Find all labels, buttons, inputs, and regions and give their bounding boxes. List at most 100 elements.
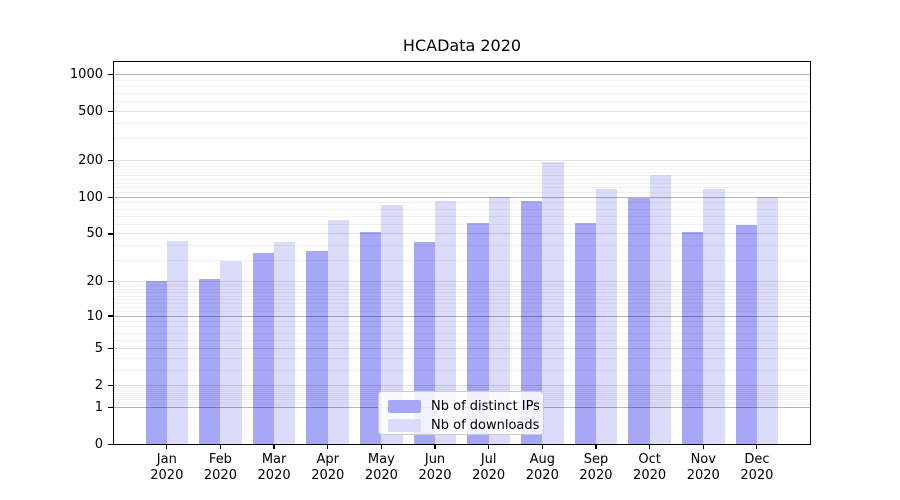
- bar-downloads: [220, 260, 242, 445]
- minor-gridline: [114, 357, 810, 359]
- x-tick-month: Nov: [690, 451, 716, 467]
- x-tick-mark: [219, 444, 222, 449]
- x-tick-year: 2020: [364, 467, 398, 483]
- minor-gridline: [114, 298, 810, 300]
- major-gridline: [114, 315, 810, 317]
- plot-frame: [113, 61, 811, 445]
- major-gridline: [114, 111, 810, 113]
- x-tick-mark: [166, 444, 168, 449]
- x-tick-month: Jan: [156, 451, 177, 467]
- y-tick-mark: [108, 110, 113, 113]
- y-tick-label: 2: [94, 378, 103, 394]
- x-tick-month: Jun: [424, 451, 446, 467]
- x-tick-month: Mar: [261, 451, 287, 467]
- minor-gridline: [114, 386, 810, 388]
- x-tick-label: Apr 2020: [298, 452, 358, 484]
- y-tick-mark: [108, 347, 113, 350]
- y-tick-label: 1: [94, 399, 103, 415]
- x-tick-year: 2020: [418, 467, 452, 483]
- legend-item: Nb of downloads: [388, 418, 539, 433]
- minor-gridline: [114, 79, 810, 81]
- major-gridline: [114, 233, 810, 235]
- minor-gridline: [114, 178, 810, 180]
- x-tick-year: 2020: [257, 467, 291, 483]
- x-tick-mark: [595, 444, 597, 449]
- x-tick-label: Oct 2020: [620, 452, 680, 484]
- x-tick-label: Jan 2020: [137, 452, 197, 484]
- minor-gridline: [114, 260, 810, 262]
- y-tick-mark: [108, 159, 113, 162]
- x-tick-year: 2020: [472, 467, 506, 483]
- y-tick-label: 50: [86, 226, 103, 242]
- legend-label: Nb of distinct IPs: [431, 399, 540, 414]
- minor-gridline: [114, 369, 810, 371]
- legend-swatch-distinct-ips: [388, 400, 421, 413]
- x-tick-year: 2020: [579, 467, 613, 483]
- minor-gridline: [114, 93, 810, 95]
- minor-gridline: [114, 171, 810, 173]
- x-tick-month: Jul: [480, 451, 497, 467]
- x-tick-month: Apr: [316, 451, 339, 467]
- bar-downloads: [166, 240, 189, 445]
- minor-gridline: [114, 339, 810, 341]
- x-tick-label: May 2020: [351, 452, 411, 484]
- bar-distinct-ips: [681, 231, 704, 445]
- y-tick-mark: [108, 233, 113, 235]
- minor-gridline: [114, 191, 810, 193]
- minor-gridline: [114, 245, 810, 247]
- x-tick-label: Sep 2020: [566, 452, 626, 484]
- x-tick-year: 2020: [633, 467, 667, 483]
- y-tick-mark: [108, 443, 113, 446]
- bar-distinct-ips: [735, 225, 757, 445]
- y-tick-label: 0: [94, 437, 103, 452]
- legend-item: Nb of distinct IPs: [388, 399, 540, 414]
- minor-gridline: [114, 292, 810, 294]
- y-tick-mark: [108, 73, 113, 76]
- x-tick-mark: [756, 444, 758, 449]
- x-tick-year: 2020: [686, 467, 720, 483]
- x-tick-mark: [702, 444, 704, 449]
- minor-gridline: [114, 286, 810, 288]
- y-tick-mark: [108, 315, 113, 317]
- x-tick-mark: [434, 444, 436, 449]
- bar-downloads: [756, 197, 779, 445]
- bar-downloads: [703, 189, 725, 445]
- y-tick-label: 1000: [69, 67, 103, 82]
- legend-swatch-downloads: [388, 419, 421, 432]
- minor-gridline: [114, 165, 810, 167]
- minor-gridline: [114, 306, 810, 308]
- x-tick-mark: [488, 444, 490, 449]
- minor-gridline: [114, 122, 810, 124]
- minor-gridline: [114, 302, 810, 304]
- y-tick-mark: [108, 196, 113, 198]
- bar-distinct-ips: [145, 281, 167, 445]
- minor-gridline: [114, 187, 810, 189]
- y-tick-label: 20: [86, 273, 103, 289]
- x-tick-label: Nov 2020: [673, 452, 733, 484]
- x-tick-month: Sep: [583, 451, 609, 467]
- x-tick-year: 2020: [311, 467, 345, 483]
- major-gridline: [114, 196, 810, 198]
- major-gridline: [114, 280, 810, 282]
- x-tick-mark: [649, 444, 651, 449]
- minor-gridline: [114, 215, 810, 217]
- x-tick-year: 2020: [740, 467, 774, 483]
- x-tick-month: May: [367, 451, 395, 467]
- y-tick-label: 10: [86, 308, 103, 324]
- x-tick-label: Dec 2020: [727, 452, 787, 484]
- chart-title: HCAData 2020: [402, 36, 522, 55]
- x-tick-label: Aug 2020: [512, 452, 572, 484]
- x-tick-mark: [327, 444, 329, 449]
- bar-distinct-ips: [628, 197, 650, 445]
- bar-distinct-ips: [252, 252, 275, 445]
- x-tick-month: Feb: [208, 451, 232, 467]
- bar-downloads: [542, 162, 564, 445]
- x-tick-year: 2020: [203, 467, 237, 483]
- minor-gridline: [114, 175, 810, 177]
- y-tick-mark: [108, 280, 113, 283]
- legend-label: Nb of downloads: [431, 418, 540, 433]
- x-tick-label: Jun 2020: [405, 452, 465, 484]
- y-tick-mark: [108, 385, 113, 387]
- x-tick-mark: [380, 444, 382, 449]
